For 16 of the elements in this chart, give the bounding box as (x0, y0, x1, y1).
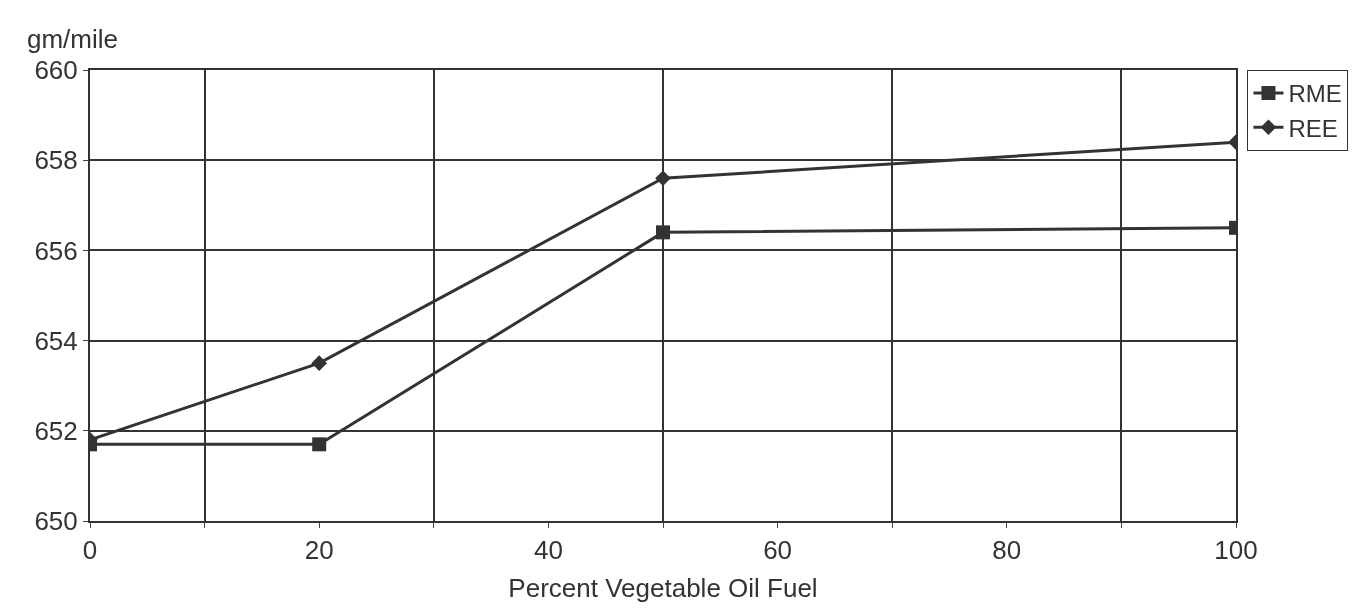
y-tick-label: 650 (34, 506, 78, 537)
x-tick-label: 80 (992, 535, 1022, 566)
x-tick-label: 20 (304, 535, 334, 566)
x-tick-label: 0 (82, 535, 98, 566)
x-tick-label: 60 (763, 535, 793, 566)
y-tick-label: 654 (34, 325, 78, 356)
legend-label: REE (1288, 114, 1338, 142)
x-tick-label: 40 (533, 535, 563, 566)
y-tick-label: 660 (34, 55, 78, 86)
x-tick-label: 100 (1214, 535, 1258, 566)
y-tick-label: 656 (34, 235, 78, 266)
y-tick-label: 658 (34, 145, 78, 176)
legend-label: RME (1288, 80, 1342, 108)
x-axis-title: Percent Vegetable Oil Fuel (508, 573, 818, 604)
y-tick-label: 652 (34, 415, 78, 446)
y-axis-title: gm/mile (27, 24, 119, 54)
